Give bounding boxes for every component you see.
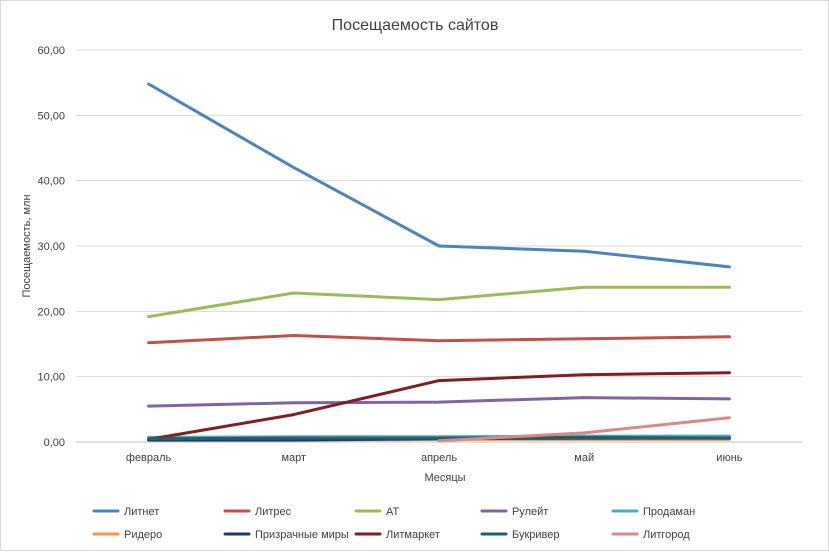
- y-tick-label: 0,00: [44, 437, 65, 449]
- series-line: [147, 435, 731, 441]
- series-line: [147, 396, 731, 408]
- series-lines: [147, 82, 731, 443]
- legend-item-label: Литмаркет: [386, 529, 440, 541]
- x-tick-label: май: [574, 452, 594, 464]
- gridlines: [76, 49, 802, 443]
- y-tick-label: 20,00: [37, 306, 65, 318]
- series-line: [437, 416, 731, 443]
- y-axis-ticks: 0,00 10,00 20,00 30,00 40,00 50,00 60,00: [37, 45, 65, 449]
- legend-item-label: АТ: [386, 506, 399, 518]
- legend-item-label: Литнет: [124, 506, 159, 518]
- legend-item-label: Букривер: [512, 529, 560, 541]
- legend-item-label: Продаман: [643, 506, 695, 518]
- y-tick-label: 10,00: [37, 372, 65, 384]
- chart-title: Посещаемость сайтов: [332, 17, 499, 34]
- series-line: [147, 285, 731, 319]
- x-tick-label: апрель: [421, 452, 457, 464]
- legend: Литнет Литрес АТ Рулейт Продаман Ридеро Призра…: [92, 506, 695, 541]
- x-axis-ticks: февраль март апрель май июнь: [126, 452, 743, 464]
- y-tick-label: 30,00: [37, 241, 65, 253]
- y-tick-label: 60,00: [37, 45, 65, 57]
- series-line: [147, 334, 731, 345]
- x-tick-label: июнь: [716, 452, 742, 464]
- x-tick-label: март: [281, 452, 306, 464]
- y-tick-label: 50,00: [37, 110, 65, 122]
- series-line: [147, 82, 731, 269]
- y-axis-label: Посещаемость, млн: [21, 194, 33, 297]
- legend-item-label: Рулейт: [512, 506, 548, 518]
- legend-item-label: Призрачные миры: [255, 529, 349, 541]
- legend-item-label: Литрес: [255, 506, 292, 518]
- legend-item-label: Ридеро: [124, 529, 162, 541]
- x-axis-label: Месяцы: [424, 472, 465, 484]
- y-tick-label: 40,00: [37, 176, 65, 188]
- legend-item-label: Литгород: [643, 529, 690, 541]
- series-line: [147, 371, 731, 441]
- x-tick-label: февраль: [126, 452, 172, 464]
